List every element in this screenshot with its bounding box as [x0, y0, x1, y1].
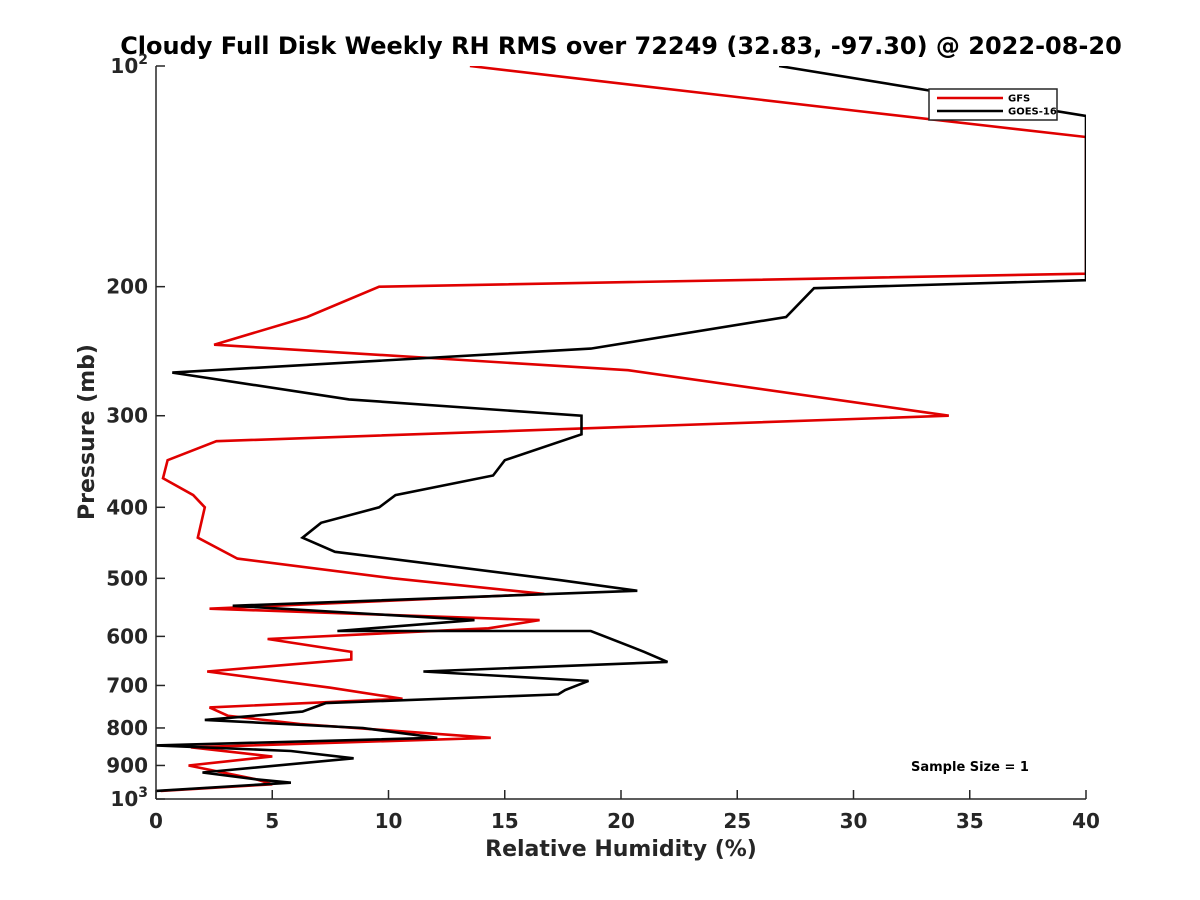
y-tick-label: 400: [106, 495, 148, 519]
x-axis-label: Relative Humidity (%): [485, 837, 757, 862]
series-line-gfs: [160, 66, 1086, 793]
series-line-goes16: [156, 66, 1086, 793]
x-tick-label: 15: [491, 809, 519, 833]
x-ticks: 0 5 10 15 20 25 30 35 40: [149, 790, 1100, 833]
x-tick-label: 40: [1072, 809, 1100, 833]
y-tick-label: 500: [106, 566, 148, 590]
x-tick-label: 10: [375, 809, 403, 833]
sample-size-annotation: Sample Size = 1: [911, 760, 1029, 775]
legend-box: [928, 88, 1058, 121]
y-axis-label: Pressure (mb): [75, 344, 100, 520]
series-layer: [156, 66, 1086, 793]
legend: GFS GOES-16: [928, 88, 1058, 121]
x-tick-label: 5: [265, 809, 279, 833]
chart-title: Cloudy Full Disk Weekly RH RMS over 7224…: [120, 32, 1122, 60]
y-tick-label: 700: [106, 673, 148, 697]
y-tick-label: 300: [106, 404, 148, 428]
y-tick-label: 200: [106, 275, 148, 299]
y-tick-label: 800: [106, 716, 148, 740]
x-tick-label: 35: [956, 809, 984, 833]
legend-label-gfs: GFS: [1008, 94, 1030, 105]
x-tick-label: 0: [149, 809, 163, 833]
x-tick-label: 25: [723, 809, 751, 833]
y-tick-label: 900: [106, 753, 148, 777]
y-tick-label: 600: [106, 624, 148, 648]
x-tick-label: 20: [607, 809, 635, 833]
legend-label-goes16: GOES-16: [1008, 107, 1057, 118]
x-tick-label: 30: [840, 809, 868, 833]
